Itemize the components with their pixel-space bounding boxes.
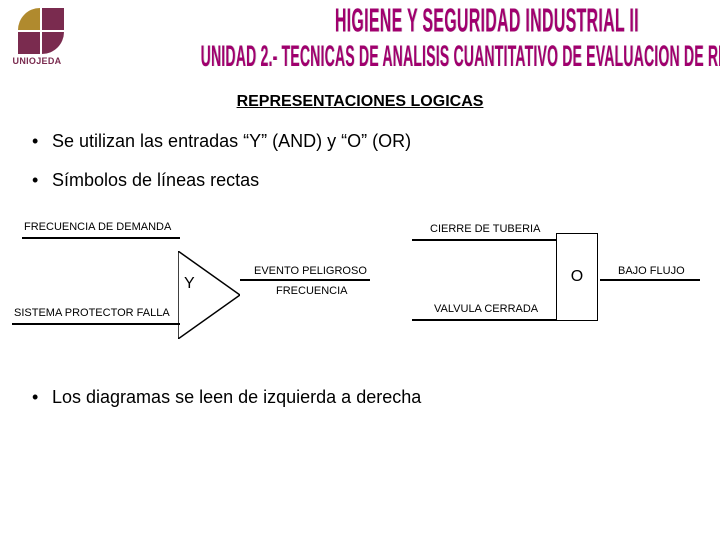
header-title-2: UNIDAD 2.- TECNICAS DE ANALISIS CUANTITA… [201, 40, 720, 75]
logo: UNIOJEDA [10, 8, 64, 66]
label-freq-demanda: FRECUENCIA DE DEMANDA [24, 221, 171, 233]
footer-bullet: Los diagramas se leen de izquierda a der… [32, 387, 688, 408]
logo-text: UNIOJEDA [10, 56, 64, 66]
logic-diagram: FRECUENCIA DE DEMANDA SISTEMA PROTECTOR … [10, 209, 710, 359]
label-cierre: CIERRE DE TUBERIA [430, 223, 540, 235]
line-bottom-left [12, 323, 180, 325]
footer-list: Los diagramas se leen de izquierda a der… [32, 387, 688, 408]
line-or-output [600, 279, 700, 281]
bullet-2: Símbolos de líneas rectas [32, 170, 688, 191]
label-valvula: VALVULA CERRADA [434, 303, 538, 315]
line-or-top [412, 239, 556, 241]
header-titles: HIGIENE Y SEGURIDAD INDUSTRIAL II UNIDAD… [78, 6, 720, 69]
bullet-1: Se utilizan las entradas “Y” (AND) y “O”… [32, 131, 688, 152]
label-bajo-flujo: BAJO FLUJO [618, 265, 685, 277]
label-evento-1: EVENTO PELIGROSO [254, 265, 367, 277]
label-sistema-falla: SISTEMA PROTECTOR FALLA [14, 307, 170, 319]
label-evento-2: FRECUENCIA [276, 285, 348, 297]
or-gate-label: O [571, 268, 583, 286]
and-gate-label: Y [184, 275, 195, 293]
line-or-bottom [412, 319, 556, 321]
or-gate: O [556, 233, 598, 321]
bullet-list: Se utilizan las entradas “Y” (AND) y “O”… [32, 131, 688, 191]
header-title-1: HIGIENE Y SEGURIDAD INDUSTRIAL II [192, 2, 720, 41]
section-title: REPRESENTACIONES LOGICAS [0, 93, 720, 111]
logo-mark [18, 8, 64, 54]
line-top-left [22, 237, 180, 239]
line-y-output [240, 279, 370, 281]
